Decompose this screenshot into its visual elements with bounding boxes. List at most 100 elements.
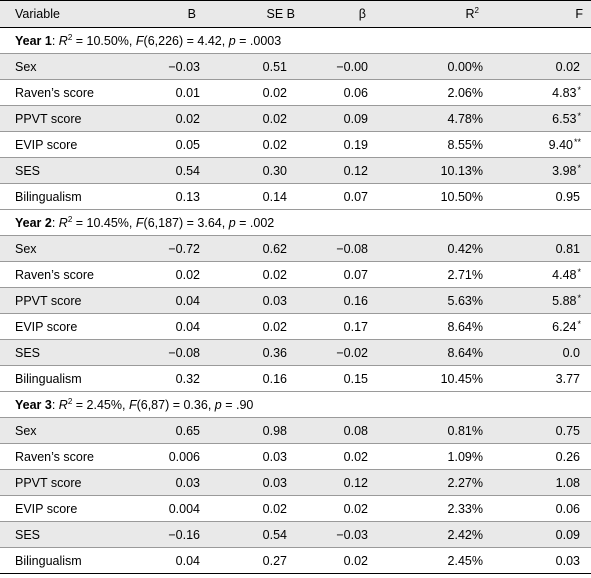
cell-f-value: 0.02 xyxy=(555,59,580,74)
table-body: Year 1: R2 = 10.50%, F(6,226) = 4.42, p … xyxy=(0,28,591,574)
table-row: PPVT score 0.03 0.03 0.12 2.27% 1.08 xyxy=(0,470,591,496)
cell-se-b: 0.51 xyxy=(262,59,287,74)
significance-marker: * xyxy=(577,292,581,303)
cell-r-squared: 8.64% xyxy=(447,319,483,334)
cell-f: 1.08 xyxy=(489,476,591,490)
cell-variable: PPVT score xyxy=(15,293,82,308)
cell-beta: 0.02 xyxy=(343,501,368,516)
cell-se-b: 0.36 xyxy=(262,345,287,360)
cell-b: 0.006 xyxy=(168,449,200,464)
section-p: .0003 xyxy=(249,33,282,48)
cell-se-b: 0.02 xyxy=(262,267,287,282)
cell-f-value: 0.03 xyxy=(555,553,580,568)
significance-marker: * xyxy=(577,318,581,329)
header-se-b: SE B xyxy=(266,7,296,21)
cell-b: 0.004 xyxy=(168,501,200,516)
table-header-row: Variable B SE B β R2 F xyxy=(0,0,591,28)
cell-beta: 0.02 xyxy=(343,449,368,464)
header-r-squared: R2 xyxy=(384,6,489,22)
cell-f: 9.40** xyxy=(489,137,591,152)
section-f: 4.42, xyxy=(197,33,226,48)
cell-variable: Bilingualism xyxy=(15,371,82,386)
section-label: Year 2 xyxy=(15,215,52,230)
cell-f: 0.26 xyxy=(489,450,591,464)
cell-f: 0.0 xyxy=(489,346,591,360)
table-row: PPVT score 0.04 0.03 0.16 5.63% 5.88* xyxy=(0,288,591,314)
cell-r-squared: 0.42% xyxy=(447,241,483,256)
cell-beta: 0.16 xyxy=(343,293,368,308)
cell-se-b: 0.03 xyxy=(262,293,287,308)
header-r2-sup: 2 xyxy=(474,6,479,15)
cell-r-squared: 2.71% xyxy=(447,267,483,282)
cell-f-value: 3.98 xyxy=(552,163,577,178)
significance-marker: * xyxy=(577,84,581,95)
cell-b: 0.04 xyxy=(175,319,200,334)
cell-variable: Raven’s score xyxy=(15,267,94,282)
section-header-row: Year 1: R2 = 10.50%, F(6,226) = 4.42, p … xyxy=(0,28,591,54)
table-row: EVIP score 0.05 0.02 0.19 8.55% 9.40** xyxy=(0,132,591,158)
section-r2: 10.45%, xyxy=(86,215,133,230)
significance-marker: * xyxy=(577,266,581,277)
cell-f-value: 0.26 xyxy=(555,449,580,464)
cell-b: 0.01 xyxy=(175,85,200,100)
cell-f: 5.88* xyxy=(489,292,591,308)
cell-b: 0.04 xyxy=(175,293,200,308)
cell-f-value: 5.88 xyxy=(552,293,577,308)
cell-b: −0.72 xyxy=(168,241,200,256)
cell-r-squared: 2.42% xyxy=(447,527,483,542)
section-p: .002 xyxy=(249,215,275,230)
cell-f: 4.48* xyxy=(489,266,591,282)
cell-f-value: 0.81 xyxy=(555,241,580,256)
significance-marker: * xyxy=(577,110,581,121)
table-row: Bilingualism 0.32 0.16 0.15 10.45% 3.77 xyxy=(0,366,591,392)
cell-b: 0.65 xyxy=(175,423,200,438)
cell-f: 0.81 xyxy=(489,242,591,256)
section-df: (6,87) xyxy=(136,397,170,412)
cell-b: 0.02 xyxy=(175,111,200,126)
section-label: Year 3 xyxy=(15,397,52,412)
table-row: EVIP score 0.04 0.02 0.17 8.64% 6.24* xyxy=(0,314,591,340)
cell-beta: 0.17 xyxy=(343,319,368,334)
section-f: 0.36, xyxy=(183,397,212,412)
cell-r-squared: 10.50% xyxy=(440,189,483,204)
header-variable: Variable xyxy=(15,7,60,21)
cell-beta: 0.06 xyxy=(343,85,368,100)
cell-variable: Raven’s score xyxy=(15,449,94,464)
cell-f-value: 0.95 xyxy=(555,189,580,204)
cell-se-b: 0.02 xyxy=(262,137,287,152)
cell-se-b: 0.54 xyxy=(262,527,287,542)
section-stats: Year 1: R2 = 10.50%, F(6,226) = 4.42, p … xyxy=(15,32,282,48)
cell-se-b: 0.02 xyxy=(262,501,287,516)
cell-se-b: 0.14 xyxy=(262,189,287,204)
cell-f: 3.77 xyxy=(489,372,591,386)
cell-f: 0.06 xyxy=(489,502,591,516)
table-row: EVIP score 0.004 0.02 0.02 2.33% 0.06 xyxy=(0,496,591,522)
cell-beta: 0.15 xyxy=(343,371,368,386)
cell-variable: EVIP score xyxy=(15,137,78,152)
cell-r-squared: 2.33% xyxy=(447,501,483,516)
table-row: SES 0.54 0.30 0.12 10.13% 3.98* xyxy=(0,158,591,184)
section-df: (6,226) xyxy=(143,33,184,48)
cell-b: −0.03 xyxy=(168,59,200,74)
cell-f-value: 0.06 xyxy=(555,501,580,516)
cell-se-b: 0.03 xyxy=(262,449,287,464)
table-row: Sex −0.03 0.51 −0.00 0.00% 0.02 xyxy=(0,54,591,80)
cell-r-squared: 0.81% xyxy=(447,423,483,438)
cell-f: 0.02 xyxy=(489,60,591,74)
cell-se-b: 0.30 xyxy=(262,163,287,178)
cell-b: 0.54 xyxy=(175,163,200,178)
cell-variable: Sex xyxy=(15,241,37,256)
cell-beta: −0.03 xyxy=(336,527,368,542)
section-r2: 2.45%, xyxy=(86,397,126,412)
cell-beta: −0.08 xyxy=(336,241,368,256)
section-stats: Year 2: R2 = 10.45%, F(6,187) = 3.64, p … xyxy=(15,214,275,230)
cell-f: 3.98* xyxy=(489,163,591,178)
header-r2-base: R xyxy=(465,7,475,21)
table-row: Sex −0.72 0.62 −0.08 0.42% 0.81 xyxy=(0,236,591,262)
cell-beta: −0.02 xyxy=(336,345,368,360)
cell-beta: 0.09 xyxy=(343,111,368,126)
cell-r-squared: 1.09% xyxy=(447,449,483,464)
table-row: Raven’s score 0.006 0.03 0.02 1.09% 0.26 xyxy=(0,444,591,470)
cell-r-squared: 10.13% xyxy=(440,163,483,178)
